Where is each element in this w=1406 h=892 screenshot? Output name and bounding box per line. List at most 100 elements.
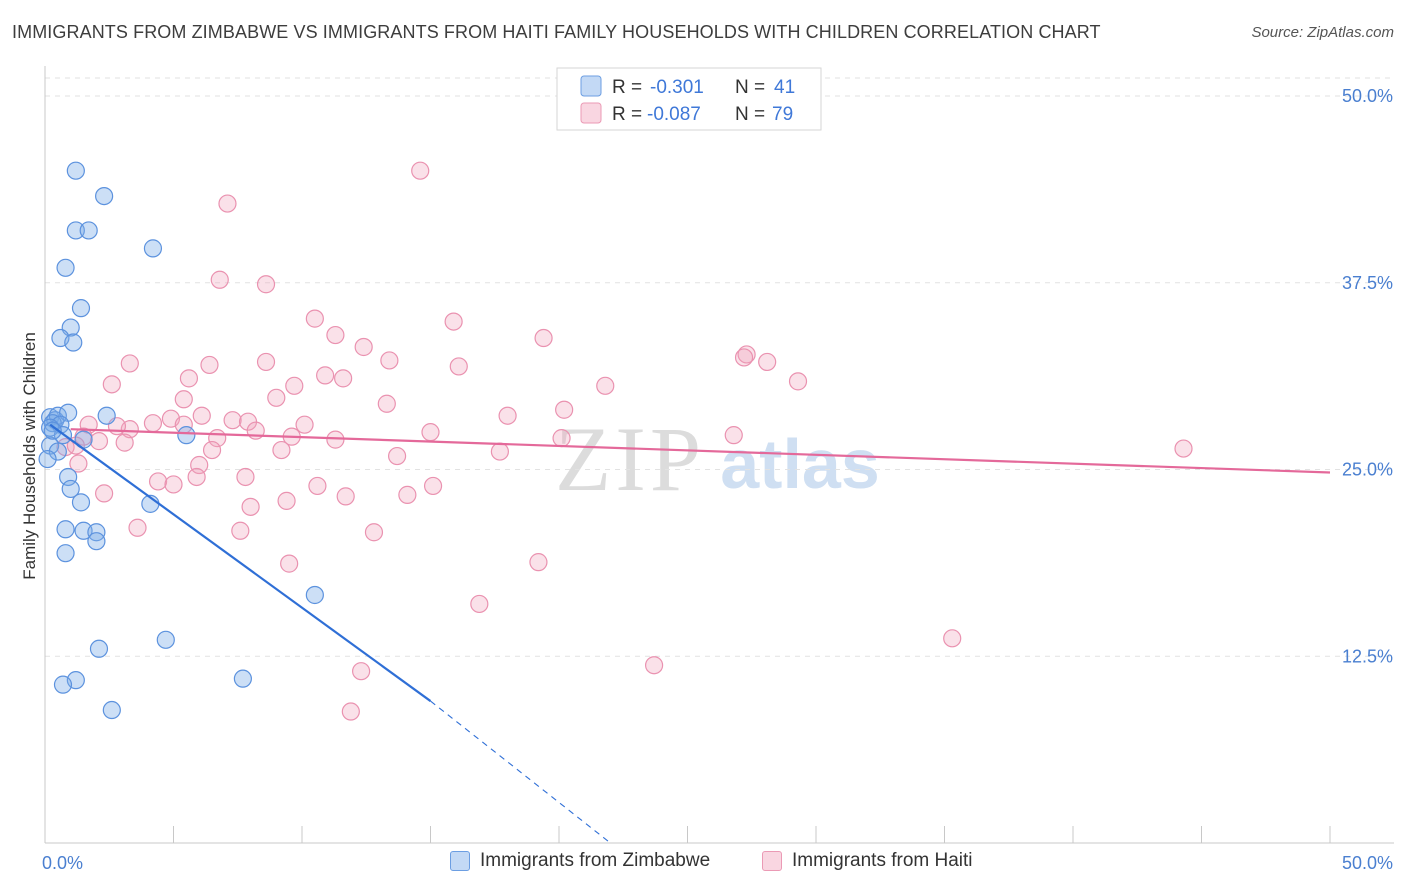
- legend-item-zimbabwe: Immigrants from Zimbabwe: [450, 850, 710, 872]
- haiti-point: [295, 415, 314, 434]
- legend-label-haiti: Immigrants from Haiti: [792, 850, 973, 871]
- haiti-point: [326, 325, 345, 345]
- haiti-point: [241, 497, 260, 516]
- zimbabwe-point: [79, 221, 98, 240]
- zimbabwe-trendline: [49, 423, 432, 702]
- haiti-point: [552, 429, 571, 448]
- haiti-point: [272, 440, 291, 460]
- legend-swatch-haiti: [762, 851, 782, 871]
- haiti-point: [387, 446, 407, 466]
- axes: [44, 66, 1394, 844]
- haiti-point: [316, 366, 335, 385]
- zimbabwe-point: [56, 544, 75, 563]
- haiti-point: [210, 270, 229, 289]
- zimbabwe-point: [56, 520, 75, 539]
- haiti-point: [341, 702, 360, 721]
- haiti-point: [236, 467, 255, 487]
- haiti-point: [148, 472, 168, 491]
- haiti-point: [115, 433, 134, 452]
- haiti-point: [308, 476, 327, 496]
- haiti-point: [498, 406, 517, 425]
- x-tick-label-max: 50.0%: [1342, 853, 1393, 873]
- legend-label-zimbabwe: Immigrants from Zimbabwe: [480, 850, 711, 871]
- stats-r-value-zimbabwe: -0.301: [650, 77, 704, 98]
- zimbabwe-point: [43, 421, 62, 440]
- trendlines: [49, 423, 1331, 844]
- haiti-point: [354, 337, 373, 357]
- haiti-point: [1174, 439, 1193, 458]
- stats-n-label: N =: [735, 104, 765, 125]
- stats-r-label: R =: [612, 77, 642, 98]
- haiti-point: [256, 352, 276, 372]
- y-tick-label: 50.0%: [1342, 86, 1393, 106]
- haiti-point: [377, 394, 396, 413]
- series-zimbabwe-points: [38, 161, 324, 720]
- haiti-point: [192, 406, 211, 425]
- haiti-point: [943, 629, 962, 648]
- stats-n-label: N =: [735, 77, 765, 98]
- haiti-point: [277, 491, 296, 510]
- haiti-point: [470, 594, 489, 614]
- zimbabwe-point: [97, 406, 116, 425]
- zimbabwe-point: [87, 532, 106, 551]
- zimbabwe-point: [56, 258, 75, 277]
- stats-n-value-haiti: 79: [772, 104, 793, 125]
- zimbabwe-point: [48, 442, 67, 461]
- zimbabwe-point: [89, 639, 109, 658]
- haiti-point: [187, 467, 206, 487]
- haiti-point: [267, 388, 286, 407]
- zimbabwe-point: [71, 493, 91, 512]
- zimbabwe-point: [156, 630, 175, 649]
- haiti-point: [128, 518, 147, 537]
- y-tick-label: 25.0%: [1342, 460, 1393, 480]
- haiti-point: [421, 423, 440, 442]
- zimbabwe-point: [38, 449, 57, 469]
- watermark-atlas: atlas: [720, 425, 880, 503]
- haiti-point: [120, 354, 139, 373]
- haiti-point: [95, 484, 114, 503]
- haiti-point: [334, 369, 353, 388]
- gridlines: [45, 77, 1394, 657]
- haiti-point: [444, 312, 463, 331]
- haiti-point: [423, 476, 443, 496]
- haiti-point: [89, 432, 109, 451]
- watermark: ZIP atlas: [555, 408, 880, 510]
- haiti-point: [231, 521, 250, 540]
- legend-swatch-zimbabwe: [450, 851, 470, 871]
- haiti-point: [724, 426, 743, 445]
- haiti-point: [143, 414, 163, 433]
- haiti-point: [202, 440, 222, 460]
- haiti-point: [69, 454, 88, 473]
- haiti-point: [555, 400, 574, 419]
- haiti-point: [179, 369, 199, 388]
- zimbabwe-point: [66, 161, 85, 180]
- haiti-trendline: [70, 428, 1331, 474]
- haiti-point: [305, 309, 324, 328]
- zimbabwe-point: [64, 333, 83, 352]
- haiti-point: [449, 357, 468, 376]
- stats-n-value-zimbabwe: 41: [774, 77, 795, 98]
- y-tick-label: 12.5%: [1342, 646, 1393, 666]
- y-tick-label: 37.5%: [1342, 273, 1393, 293]
- haiti-point: [280, 554, 299, 573]
- y-axis-label: Family Households with Children: [20, 332, 39, 580]
- stats-swatch-zimbabwe: [580, 75, 602, 97]
- haiti-point: [490, 442, 509, 461]
- haiti-point: [218, 194, 237, 213]
- stats-legend: R = -0.301 N = 41 R = -0.087 N = 79: [556, 67, 822, 131]
- haiti-point: [398, 485, 417, 504]
- haiti-point: [644, 656, 664, 675]
- zimbabwe-point: [59, 467, 78, 487]
- haiti-point: [596, 376, 615, 395]
- haiti-point: [352, 662, 371, 681]
- zimbabwe-point: [66, 221, 85, 240]
- haiti-point: [200, 355, 219, 375]
- zimbabwe-point: [233, 669, 252, 688]
- haiti-point: [190, 455, 209, 475]
- zimbabwe-point: [177, 426, 196, 445]
- haiti-point: [326, 430, 345, 449]
- haiti-point: [285, 376, 304, 395]
- stats-r-label: R =: [612, 104, 642, 125]
- haiti-point: [411, 161, 430, 180]
